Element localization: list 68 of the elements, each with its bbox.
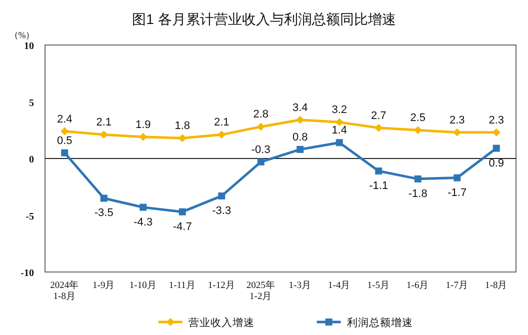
x-tick-label: 1-9月 bbox=[92, 280, 116, 291]
x-tick-label: 1-11月 bbox=[168, 280, 196, 291]
data-label: 0.5 bbox=[56, 134, 72, 147]
point bbox=[100, 130, 108, 139]
point bbox=[218, 130, 226, 139]
point bbox=[140, 204, 147, 211]
data-label: 2.5 bbox=[410, 112, 426, 124]
legend-label: 利润总额增速 bbox=[346, 316, 413, 329]
data-label: -4.7 bbox=[172, 220, 192, 233]
point bbox=[374, 124, 383, 132]
data-label: -4.3 bbox=[134, 216, 153, 228]
data-label: -1.8 bbox=[408, 188, 428, 200]
data-label: 2.3 bbox=[449, 114, 465, 126]
data-label: 2.1 bbox=[96, 116, 112, 129]
point bbox=[256, 122, 265, 131]
point bbox=[492, 144, 500, 152]
y-tick-label: 0 bbox=[29, 154, 34, 166]
point bbox=[375, 167, 382, 174]
y-tick-label: 10 bbox=[24, 41, 34, 52]
point bbox=[100, 194, 108, 202]
point bbox=[178, 208, 186, 216]
data-label: -0.3 bbox=[251, 144, 270, 156]
point bbox=[454, 174, 461, 182]
data-label: -3.5 bbox=[94, 207, 114, 220]
data-label: 1.8 bbox=[174, 120, 190, 132]
point bbox=[139, 132, 148, 141]
x-tick-label: 1-6月 bbox=[406, 280, 430, 291]
y-tick-label: -5 bbox=[26, 211, 34, 222]
point bbox=[453, 128, 462, 136]
data-label: -3.3 bbox=[212, 204, 232, 217]
data-label: 2.3 bbox=[488, 114, 504, 126]
point bbox=[257, 158, 264, 166]
y-axis-title: （%） bbox=[9, 30, 35, 40]
y-tick-label: 5 bbox=[29, 98, 34, 109]
x-tick-label: 2025年 1-2月 bbox=[246, 279, 276, 302]
point bbox=[178, 134, 186, 142]
x-tick-label: 1-7月 bbox=[446, 280, 468, 291]
y-tick-label: -10 bbox=[20, 268, 34, 279]
data-label: 2.8 bbox=[253, 108, 269, 121]
point bbox=[414, 126, 422, 134]
data-label: 2.7 bbox=[370, 110, 386, 122]
data-label: -1.7 bbox=[448, 186, 467, 199]
data-label: 1.4 bbox=[332, 124, 348, 137]
x-tick-label: 1-5月 bbox=[367, 280, 390, 291]
data-label: 3.2 bbox=[332, 104, 348, 116]
x-tick-label: 1-3月 bbox=[288, 280, 312, 291]
point bbox=[61, 149, 68, 156]
data-label: 3.4 bbox=[292, 102, 308, 114]
point bbox=[296, 116, 304, 124]
point bbox=[492, 128, 500, 136]
chart-title: 图1 各月累计营业收入与利润总额同比增速 bbox=[132, 11, 396, 27]
data-label: 2.1 bbox=[214, 116, 230, 129]
data-label: 2.4 bbox=[56, 113, 72, 126]
point bbox=[414, 175, 422, 182]
data-label: 0.8 bbox=[292, 131, 308, 144]
x-tick-label: 1-8月 bbox=[485, 280, 508, 291]
data-label: 1.9 bbox=[135, 118, 151, 131]
legend-label: 营业收入增速 bbox=[188, 316, 254, 329]
point bbox=[60, 127, 69, 136]
x-tick-label: 2024年 1-8月 bbox=[50, 279, 80, 302]
x-tick-label: 1-10月 bbox=[129, 280, 157, 291]
point bbox=[336, 139, 343, 146]
x-tick-label: 1-4月 bbox=[328, 280, 351, 291]
point bbox=[296, 146, 304, 153]
point bbox=[218, 192, 226, 200]
data-label: -1.1 bbox=[369, 180, 388, 192]
x-tick-label: 1-12月 bbox=[208, 280, 236, 291]
data-label: 0.9 bbox=[488, 157, 504, 170]
